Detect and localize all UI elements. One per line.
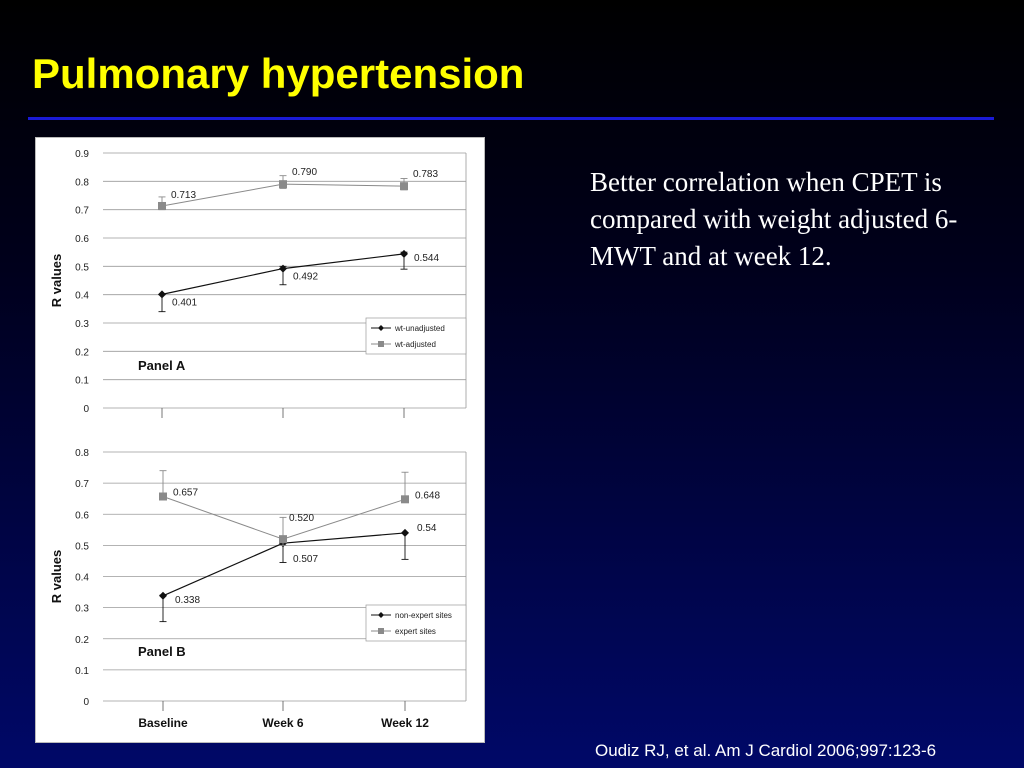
y-tick-label: 0.9 xyxy=(75,149,89,160)
series-line xyxy=(162,496,406,540)
data-point xyxy=(400,182,408,191)
data-point xyxy=(279,264,287,273)
legend-marker xyxy=(378,341,384,347)
data-label: 0.520 xyxy=(289,513,314,524)
data-label: 0.790 xyxy=(292,167,317,178)
legend-label: wt-adjusted xyxy=(394,340,436,349)
data-point xyxy=(159,591,167,600)
data-point xyxy=(158,201,166,210)
legend-label: expert sites xyxy=(395,627,436,636)
data-point xyxy=(400,249,408,258)
data-label: 0.492 xyxy=(293,272,318,283)
y-tick-label: 0.6 xyxy=(75,510,89,521)
y-tick-label: 0.4 xyxy=(75,573,89,584)
legend-label: non-expert sites xyxy=(395,611,452,620)
data-point xyxy=(401,495,409,504)
slide-body-text: Better correlation when CPET is compared… xyxy=(590,167,958,271)
y-axis-label: R values xyxy=(49,254,64,307)
legend-marker xyxy=(378,628,384,634)
y-tick-label: 0.8 xyxy=(75,177,89,188)
data-label: 0.657 xyxy=(173,488,198,499)
panel-label: Panel B xyxy=(138,644,186,659)
y-tick-label: 0.5 xyxy=(75,262,89,273)
data-label: 0.783 xyxy=(413,169,438,180)
y-tick-label: 0.1 xyxy=(75,376,89,387)
y-axis-label: R values xyxy=(49,550,64,603)
y-tick-label: 0.6 xyxy=(75,234,89,245)
legend-marker xyxy=(378,612,384,618)
y-tick-label: 0 xyxy=(83,404,89,415)
data-label: 0.338 xyxy=(175,595,200,606)
legend-box xyxy=(365,604,467,642)
y-tick-label: 0.7 xyxy=(75,479,89,490)
data-label: 0.401 xyxy=(172,297,197,308)
chart-svg: 0 0.1 0.2 0.3 0.4 0.5 0.6 0.7 0.8 0.9 R values Pane… xyxy=(49,149,467,730)
panel-label: Panel A xyxy=(138,358,186,373)
y-tick-label: 0 xyxy=(83,697,89,708)
x-category-label: Baseline xyxy=(138,716,188,730)
data-label: 0.507 xyxy=(293,554,318,565)
y-tick-label: 0.2 xyxy=(75,347,89,358)
y-tick-label: 0.3 xyxy=(75,604,89,615)
slide-title: Pulmonary hypertension xyxy=(32,50,525,97)
data-point xyxy=(158,290,166,299)
data-label: 0.648 xyxy=(415,490,440,501)
y-tick-label: 0.1 xyxy=(75,666,89,677)
data-point xyxy=(401,528,409,537)
title-divider xyxy=(28,117,994,120)
data-label: 0.713 xyxy=(171,190,196,201)
data-point xyxy=(159,492,167,501)
y-tick-label: 0.7 xyxy=(75,206,89,217)
citation: Oudiz RJ, et al. Am J Cardiol 2006;997:1… xyxy=(595,741,937,760)
y-tick-label: 0.4 xyxy=(75,291,89,302)
legend-label: wt-unadjusted xyxy=(394,324,445,333)
y-tick-label: 0.5 xyxy=(75,541,89,552)
y-tick-label: 0.8 xyxy=(75,448,89,459)
data-point xyxy=(279,535,287,544)
data-label: 0.54 xyxy=(417,523,437,534)
legend-marker xyxy=(378,325,384,331)
legend-box xyxy=(365,317,467,355)
x-category-label: Week 12 xyxy=(381,716,429,730)
y-tick-label: 0.3 xyxy=(75,319,89,330)
data-point xyxy=(279,180,287,189)
chart-figure: 0 0.1 0.2 0.3 0.4 0.5 0.6 0.7 0.8 0.9 R values Pane… xyxy=(35,137,485,743)
y-tick-label: 0.2 xyxy=(75,635,89,646)
x-category-label: Week 6 xyxy=(262,716,303,730)
data-label: 0.544 xyxy=(414,253,439,264)
